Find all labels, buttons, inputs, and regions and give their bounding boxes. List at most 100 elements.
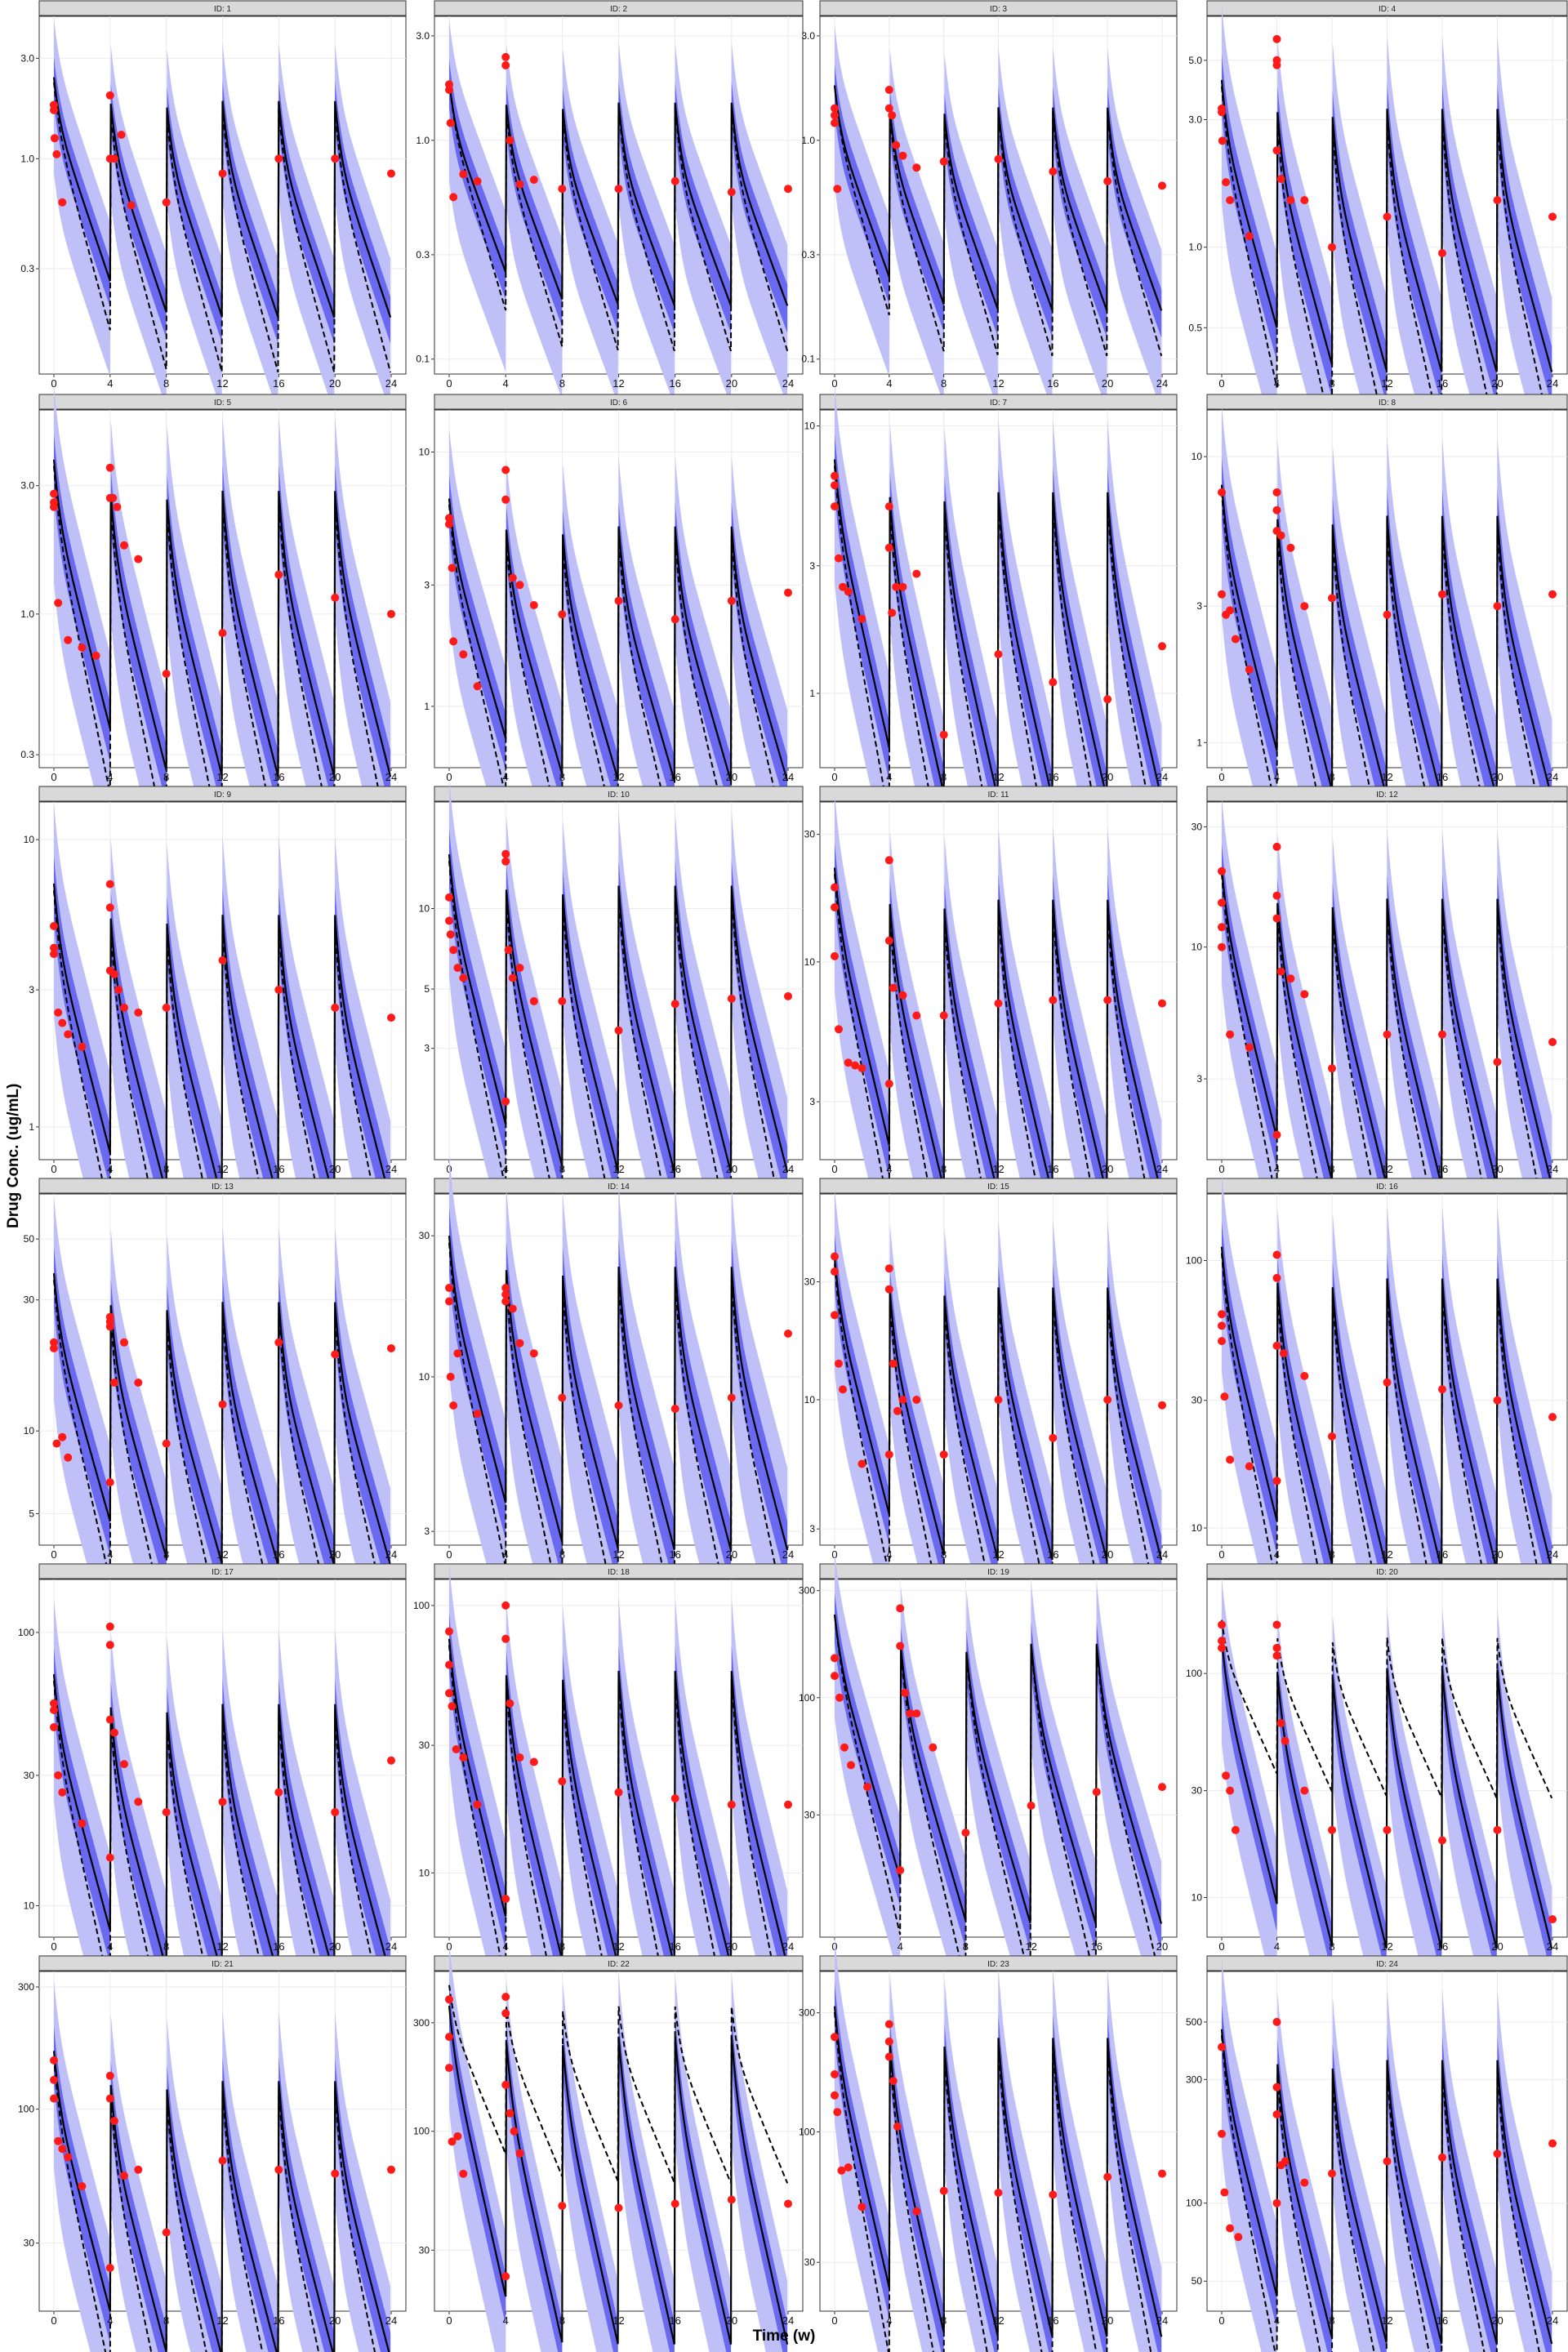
observed-point <box>831 111 839 120</box>
x-tick-label: 20 <box>726 1548 737 1561</box>
observed-point <box>1220 2188 1229 2197</box>
x-tick-label: 8 <box>163 1940 169 1953</box>
median-line <box>833 1614 1163 1924</box>
y-tick-label: 100 <box>799 2126 815 2137</box>
observed-point <box>445 1297 453 1306</box>
x-tick-label: 0 <box>51 771 56 783</box>
observed-point <box>1276 967 1285 976</box>
observed-point <box>501 1097 510 1106</box>
observed-point <box>501 1297 510 1306</box>
facet-strip-label: ID: 3 <box>990 5 1008 14</box>
observed-point <box>506 2109 514 2118</box>
y-tick-label: 300 <box>413 2017 430 2029</box>
observed-point <box>162 670 171 678</box>
observed-point <box>858 2203 866 2212</box>
observed-point <box>218 956 227 964</box>
observed-point <box>831 1252 839 1261</box>
observed-point <box>274 1338 283 1347</box>
observed-point <box>1158 1401 1166 1410</box>
observed-point <box>1234 2233 1243 2242</box>
observed-point <box>892 140 901 149</box>
observed-point <box>1220 1392 1229 1401</box>
facet-strip-label: ID: 15 <box>987 1183 1009 1192</box>
observed-point <box>134 1379 143 1387</box>
x-tick-label: 8 <box>163 2314 169 2327</box>
x-tick-label: 20 <box>1102 1163 1113 1175</box>
observed-point <box>1027 1802 1036 1810</box>
observed-point <box>901 1688 910 1697</box>
x-tick-label: 20 <box>1491 2314 1503 2327</box>
observed-point <box>120 1338 128 1347</box>
x-tick-label: 12 <box>1381 2314 1392 2327</box>
x-tick-label: 12 <box>216 1940 228 1953</box>
facet-strip-label: ID: 23 <box>987 1960 1009 1969</box>
observed-point <box>1218 2042 1226 2051</box>
x-tick-label: 8 <box>559 2314 565 2327</box>
facet-strip-label: ID: 1 <box>214 5 232 14</box>
y-tick-label: 3.0 <box>1188 114 1202 125</box>
observed-point <box>529 176 538 185</box>
observed-point <box>50 134 59 143</box>
observed-point <box>501 1634 510 1643</box>
observed-point <box>1103 1396 1112 1404</box>
observed-point <box>1328 2169 1336 2178</box>
observed-point <box>1383 1378 1392 1387</box>
x-tick-label: 4 <box>886 1548 892 1561</box>
y-tick-label: 50 <box>24 1233 35 1245</box>
y-tick-label: 100 <box>413 2126 430 2137</box>
x-tick-label: 20 <box>329 1548 341 1561</box>
y-tick-label: 3 <box>424 1526 430 1537</box>
x-tick-label: 24 <box>1156 2314 1168 2327</box>
x-tick-label: 20 <box>726 771 737 783</box>
observed-point <box>331 593 340 602</box>
observed-point <box>1158 1783 1166 1792</box>
observed-point <box>1218 136 1227 145</box>
x-tick-label: 20 <box>1102 1548 1113 1561</box>
observed-point <box>839 1385 847 1394</box>
facet-panel-5: ID: 5 0 4 8 12 16 20 24 0.3 1.0 3.0 <box>20 385 407 845</box>
observed-point <box>501 61 510 69</box>
x-tick-label: 24 <box>1156 377 1168 390</box>
y-tick-label: 30 <box>1192 1395 1203 1406</box>
x-tick-label: 16 <box>273 1163 284 1175</box>
facet-strip <box>38 1178 407 1194</box>
observed-point <box>727 1393 736 1402</box>
observed-point <box>784 588 792 597</box>
x-tick-label: 4 <box>107 771 113 783</box>
y-tick-label: 100 <box>1186 1254 1202 1266</box>
x-tick-label: 0 <box>831 771 837 783</box>
facet-strip <box>38 394 407 410</box>
observed-point <box>784 185 792 194</box>
x-tick-label: 4 <box>503 1548 509 1561</box>
y-tick-label: 300 <box>799 2007 815 2019</box>
observed-point <box>896 1604 905 1613</box>
observed-point <box>50 1344 58 1352</box>
y-tick-label: 100 <box>1186 1668 1202 1679</box>
observed-point <box>331 1003 340 1012</box>
observed-point <box>105 1853 114 1862</box>
x-tick-label: 12 <box>612 1940 624 1953</box>
observed-point <box>50 922 58 930</box>
observed-point <box>54 1771 63 1780</box>
x-tick-label: 0 <box>446 377 452 390</box>
observed-point <box>64 1030 73 1039</box>
observed-point <box>387 169 395 178</box>
observed-point <box>445 1689 453 1698</box>
observed-point <box>274 986 283 994</box>
observed-point <box>473 176 482 185</box>
observed-point <box>453 1349 462 1358</box>
x-tick-label: 20 <box>329 1940 341 1953</box>
x-tick-label: 4 <box>898 1940 903 1953</box>
individual-prediction-line <box>448 1984 789 2184</box>
observed-point <box>558 1393 567 1402</box>
observed-point <box>162 1808 171 1816</box>
observed-point <box>1158 181 1166 190</box>
observed-point <box>387 609 395 618</box>
observed-point <box>473 1410 482 1419</box>
x-tick-label: 12 <box>216 2314 228 2327</box>
facet-strip <box>434 0 804 16</box>
y-tick-label: 30 <box>804 1276 816 1288</box>
median-line <box>448 2005 789 2345</box>
observed-point <box>1548 1915 1557 1924</box>
median-line <box>1220 484 1553 799</box>
